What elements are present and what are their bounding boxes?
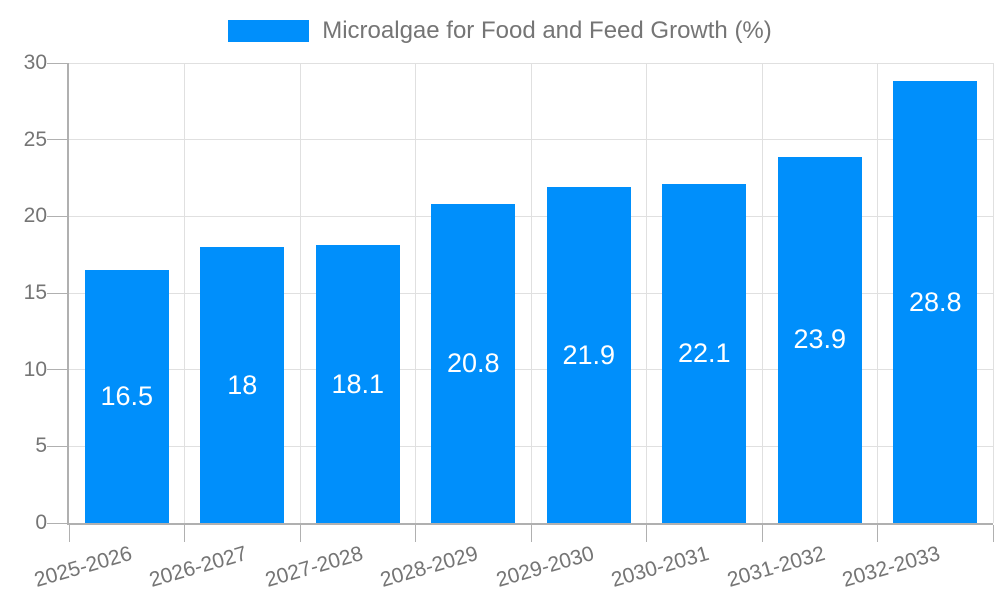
- y-axis-tick: [47, 369, 67, 371]
- bar-2030-2031[interactable]: 22.1: [662, 184, 747, 523]
- legend-item[interactable]: Microalgae for Food and Feed Growth (%): [228, 17, 772, 45]
- x-axis-line: [67, 523, 993, 525]
- gridline-vertical: [646, 63, 647, 523]
- y-axis-tick: [47, 62, 67, 64]
- x-axis-tick: [184, 525, 185, 542]
- y-axis-tick: [47, 215, 67, 217]
- x-axis-tick: [299, 525, 301, 542]
- x-axis-label: 2025-2026: [31, 541, 135, 592]
- x-axis-label: 2028-2029: [377, 541, 481, 592]
- x-axis-tick: [992, 525, 994, 542]
- y-axis-label: 10: [23, 357, 47, 381]
- x-axis-tick: [877, 525, 878, 542]
- gridline-vertical: [761, 63, 763, 523]
- x-axis-label: 2026-2027: [146, 541, 250, 592]
- x-axis-tick: [415, 525, 416, 542]
- bar-value-label: 23.9: [793, 324, 847, 355]
- y-axis-tick: [47, 522, 67, 524]
- bar-2032-2033[interactable]: 28.8: [893, 81, 978, 523]
- gridline-vertical: [415, 63, 416, 523]
- x-axis-tick: [68, 525, 70, 542]
- bar-value-label: 16.5: [100, 381, 154, 411]
- y-axis-label: 30: [23, 51, 47, 74]
- x-axis-label: 2032-2033: [839, 541, 943, 592]
- gridline-vertical: [877, 63, 878, 523]
- y-axis-label: 5: [35, 434, 47, 458]
- gridline-vertical: [299, 63, 301, 523]
- gridline-vertical: [992, 63, 994, 523]
- bar-2026-2027[interactable]: 18: [200, 247, 285, 523]
- x-axis-label: 2027-2028: [262, 541, 366, 592]
- x-axis-label: 2030-2031: [608, 541, 712, 592]
- y-axis-label: 20: [23, 204, 47, 228]
- bar-2027-2028[interactable]: 18.1: [315, 245, 400, 523]
- bar-value-label: 21.9: [562, 339, 616, 370]
- y-axis-label: 15: [23, 281, 47, 304]
- legend-label: Microalgae for Food and Feed Growth (%): [322, 17, 772, 44]
- plot-area: 0 5 10 15 20 25 30 16.5 2025-2026 18 2026-2027 18.1…: [24, 51, 994, 592]
- bar-value-label: 28.8: [908, 286, 962, 317]
- gridline-vertical: [530, 63, 532, 523]
- y-axis-tick: [47, 292, 67, 294]
- y-axis-label: 0: [35, 511, 47, 534]
- bar-value-label: 22.1: [677, 338, 731, 369]
- bar-2028-2029[interactable]: 20.8: [431, 204, 516, 523]
- bar-2025-2026[interactable]: 16.5: [84, 270, 169, 523]
- bar-2029-2030[interactable]: 21.9: [546, 187, 631, 523]
- x-axis-tick: [646, 525, 647, 542]
- x-axis-tick: [530, 525, 532, 542]
- gridline-vertical: [184, 63, 185, 523]
- bar-value-label: 18: [227, 369, 258, 400]
- legend-swatch-icon: [228, 20, 310, 42]
- y-axis-label: 25: [23, 127, 47, 151]
- x-axis-label: 2031-2032: [724, 541, 828, 592]
- bar-2031-2032[interactable]: 23.9: [777, 156, 862, 523]
- y-axis-tick: [47, 139, 67, 141]
- x-axis-tick: [761, 525, 763, 542]
- y-axis-tick: [47, 445, 67, 447]
- y-axis-line: [67, 63, 69, 525]
- x-axis-label: 2029-2030: [493, 541, 597, 592]
- bar-value-label: 18.1: [331, 368, 385, 399]
- bar-value-label: 20.8: [446, 348, 500, 379]
- legend: Microalgae for Food and Feed Growth (%): [0, 17, 1000, 45]
